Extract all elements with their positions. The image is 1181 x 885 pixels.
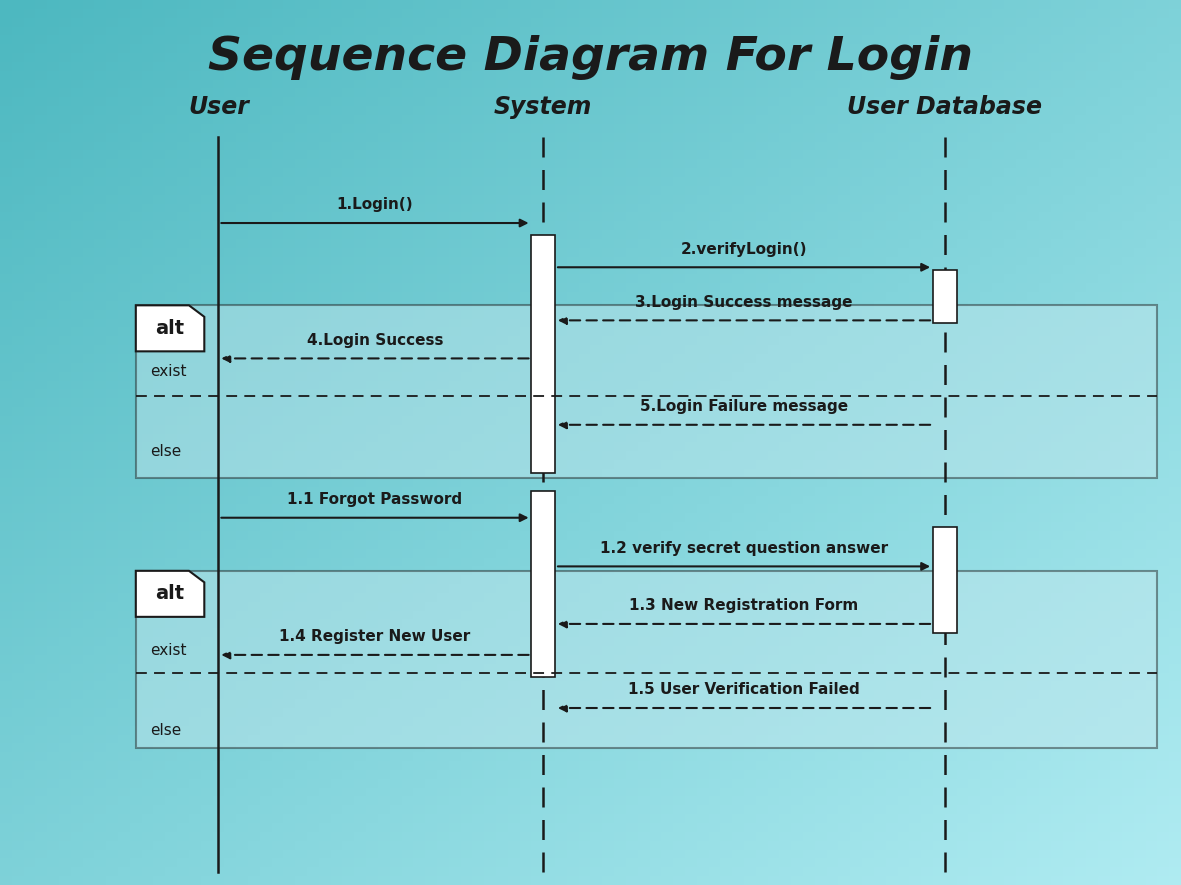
Text: else: else [150, 723, 181, 737]
Text: alt: alt [156, 319, 184, 338]
Text: 1.3 New Registration Form: 1.3 New Registration Form [629, 598, 859, 613]
Text: else: else [150, 444, 181, 458]
Polygon shape [136, 571, 204, 617]
Text: 1.1 Forgot Password: 1.1 Forgot Password [287, 492, 463, 507]
Text: alt: alt [156, 584, 184, 604]
Text: 3.Login Success message: 3.Login Success message [635, 295, 853, 310]
Text: 4.Login Success: 4.Login Success [307, 333, 443, 348]
Bar [136, 305, 1157, 478]
Text: 1.Login(): 1.Login() [337, 197, 413, 212]
Text: User: User [188, 96, 249, 119]
Bar [136, 571, 1157, 748]
Bar [531, 235, 555, 473]
Polygon shape [136, 305, 204, 351]
Bar [531, 491, 555, 677]
Text: User Database: User Database [847, 96, 1043, 119]
Text: Sequence Diagram For Login: Sequence Diagram For Login [208, 35, 973, 80]
Text: 1.5 User Verification Failed: 1.5 User Verification Failed [628, 682, 860, 697]
Text: System: System [494, 96, 593, 119]
Text: 5.Login Failure message: 5.Login Failure message [640, 399, 848, 414]
Bar [933, 527, 957, 633]
Text: exist: exist [150, 643, 187, 658]
Text: 1.2 verify secret question answer: 1.2 verify secret question answer [600, 541, 888, 556]
Bar [933, 270, 957, 323]
Text: 2.verifyLogin(): 2.verifyLogin() [680, 242, 808, 257]
Text: 1.4 Register New User: 1.4 Register New User [280, 629, 470, 644]
Text: exist: exist [150, 365, 187, 379]
